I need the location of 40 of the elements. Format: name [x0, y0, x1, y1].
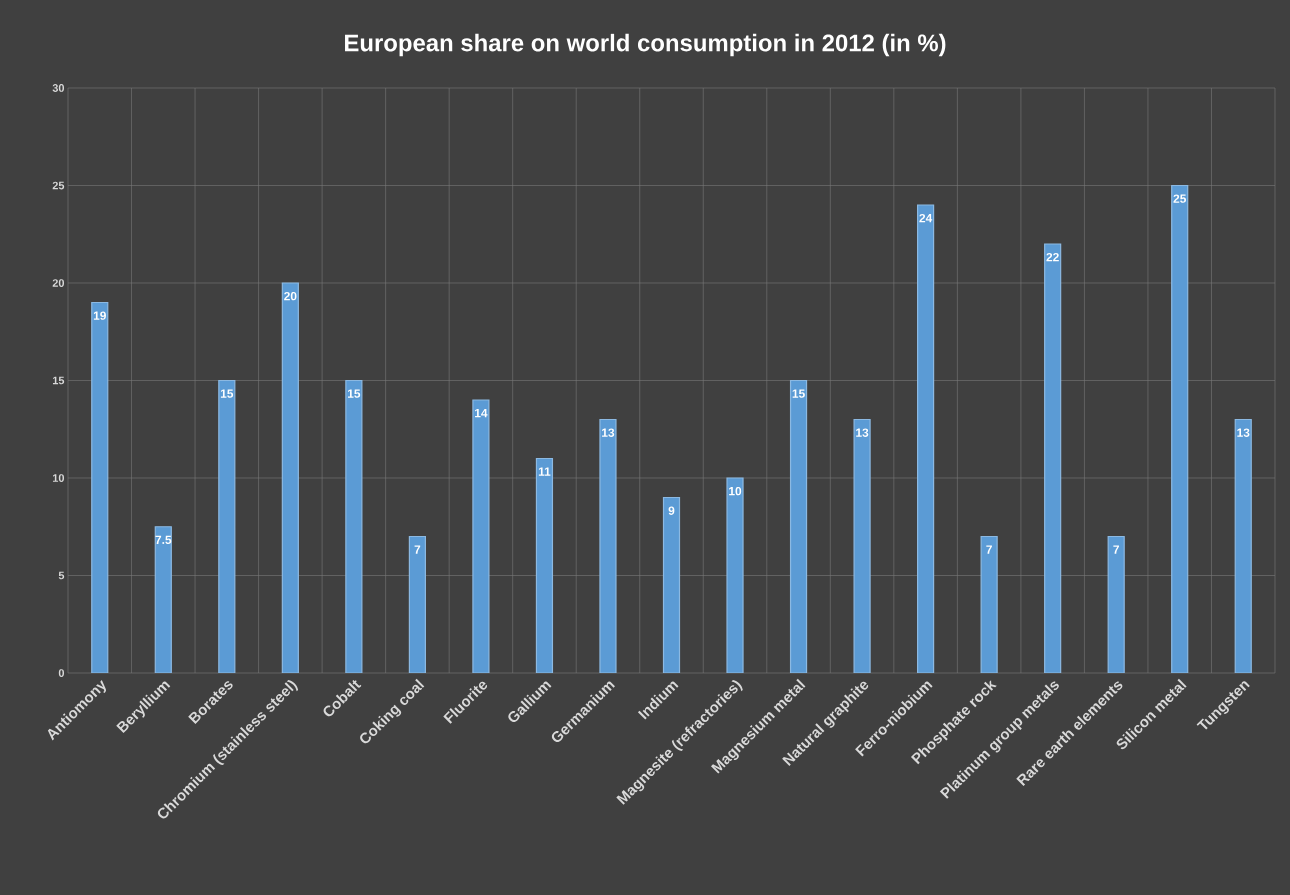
bar — [535, 457, 554, 673]
bar — [917, 204, 935, 673]
data-label: 14 — [475, 408, 488, 418]
data-label: 13 — [856, 428, 869, 437]
y-tick-label: 20 — [52, 279, 65, 287]
data-label: 7 — [1113, 545, 1119, 554]
data-label: 7.5 — [155, 535, 172, 544]
data-label: 25 — [1173, 194, 1187, 203]
y-tick-label: 15 — [52, 376, 65, 385]
data-label: 9 — [668, 506, 675, 515]
data-label: 11 — [538, 467, 551, 476]
data-label: 13 — [1237, 428, 1250, 437]
data-label: 7 — [414, 545, 421, 554]
bar — [662, 496, 681, 673]
data-label: 24 — [919, 213, 933, 223]
data-label: 19 — [93, 311, 106, 320]
bar — [1107, 535, 1125, 673]
data-label: 13 — [602, 428, 615, 437]
bar — [789, 379, 808, 673]
data-label: 10 — [729, 486, 742, 496]
y-tick-label: 30 — [52, 84, 65, 92]
y-tick-label: 10 — [52, 474, 65, 482]
bar — [218, 379, 236, 673]
y-tick-label: 5 — [58, 571, 65, 580]
bar — [91, 301, 109, 673]
data-label: 15 — [792, 389, 805, 398]
y-tick-label: 25 — [52, 181, 65, 190]
bar — [281, 282, 299, 673]
bar — [1171, 184, 1189, 673]
data-label: 7 — [986, 545, 992, 554]
data-label: 15 — [347, 389, 361, 398]
data-label: 15 — [220, 389, 234, 398]
y-tick-label: 0 — [58, 669, 65, 677]
data-label: 20 — [284, 291, 297, 301]
bar — [408, 535, 426, 673]
bar — [1234, 418, 1252, 673]
bar — [154, 526, 172, 673]
bar — [1044, 243, 1062, 673]
data-label: 22 — [1046, 252, 1059, 262]
chart-title: European share on world consumption in 2012 (in %) — [345, 33, 946, 57]
